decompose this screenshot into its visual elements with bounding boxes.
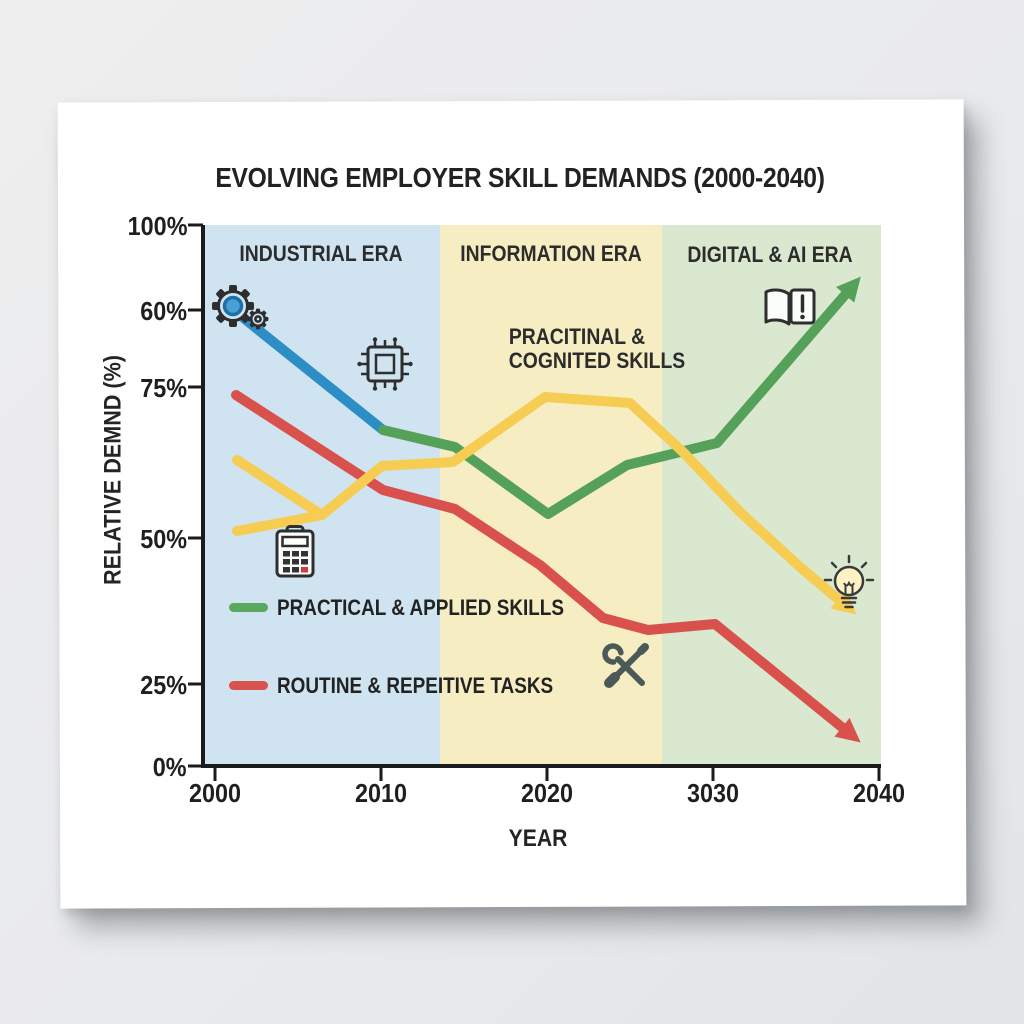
series-line-cognitive-skills — [232, 392, 850, 610]
y-axis-title: RELATIVE DEMND (%) — [99, 354, 127, 586]
y-tick-label: 0% — [153, 752, 187, 782]
chart-title: EVOLVING EMPLOYER SKILL DEMANDS (2000-20… — [215, 162, 825, 193]
y-tick-label: 75% — [140, 373, 187, 403]
y-tick-label: 25% — [140, 670, 187, 700]
series-line-routine-repetitive-tasks — [231, 390, 854, 738]
y-tick-label: 50% — [140, 524, 187, 554]
series-line-cognitive-skills-branch — [232, 455, 327, 520]
book-icon — [764, 288, 816, 326]
y-tick-label: 60% — [140, 296, 187, 326]
annotation-line2: COGNITED SKILLS — [508, 348, 686, 373]
legend-label-routine-repetitive: ROUTINE & REPEITIVE TASKS — [277, 673, 554, 698]
x-tick-label: 3030 — [686, 778, 740, 808]
annotation-line1: PRACITINAL & — [508, 324, 646, 349]
x-tick-label: 2000 — [188, 778, 242, 808]
series-line-practical-applied-skills — [378, 283, 856, 519]
chip-icon — [357, 337, 413, 391]
lightbulb-icon — [823, 554, 875, 609]
series-line-blue-industrial-decline — [236, 311, 388, 435]
y-tick-label: 100% — [127, 211, 187, 241]
legend-swatch-red — [229, 681, 268, 690]
arrowhead-practical-applied-skills — [836, 276, 861, 303]
era-label-industrial: INDUSTRIAL ERA — [239, 241, 403, 266]
x-axis-title: YEAR — [508, 825, 568, 852]
arrowhead-routine-repetitive-tasks — [834, 718, 861, 743]
tools-icon — [602, 643, 649, 688]
x-tick-label: 2010 — [354, 778, 408, 808]
era-band-1 — [440, 225, 662, 766]
axes — [201, 225, 881, 768]
legend-label-practical-applied: PRACTICAL & APPLIED SKILLS — [277, 595, 564, 620]
era-label-information: INFORMATION ERA — [460, 241, 642, 266]
era-label-digital-ai: DIGITAL & AI ERA — [687, 242, 853, 267]
x-tick-label: 2040 — [852, 778, 906, 808]
legend-swatch-green — [229, 603, 268, 612]
calculator-icon — [275, 525, 315, 578]
gears-icon — [212, 285, 269, 330]
x-tick-label: 2020 — [520, 778, 574, 808]
